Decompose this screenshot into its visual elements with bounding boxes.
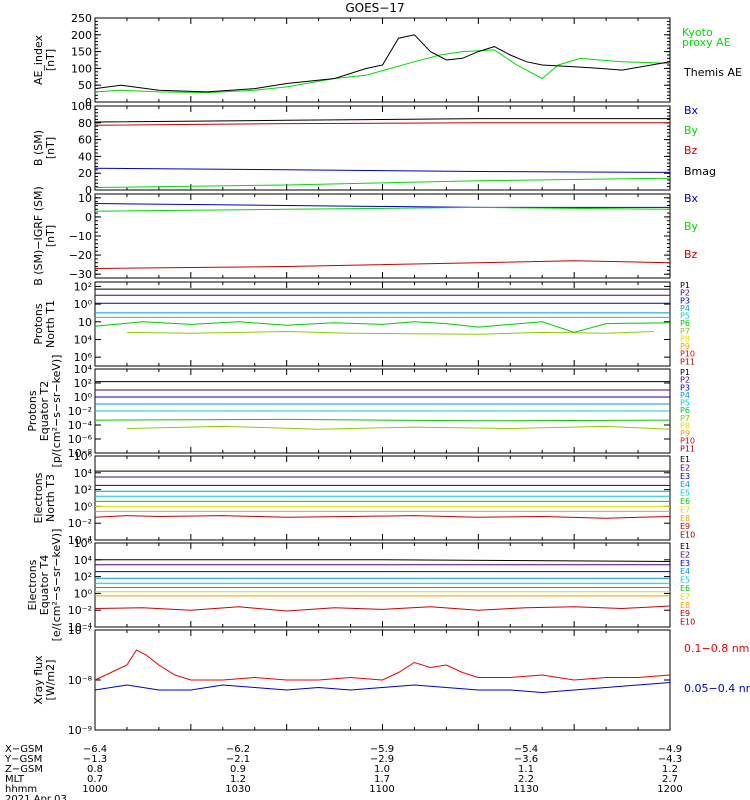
series-line: [95, 50, 670, 93]
legend-entry: 0.1−0.8 nm: [684, 642, 749, 655]
y-tick-label: 10⁲: [78, 316, 92, 329]
y-tick-label: 40: [78, 150, 92, 163]
legend-entry: P11: [680, 357, 695, 366]
y-tick-label: 100: [71, 62, 92, 75]
y-tick-label: 10⁴: [74, 363, 93, 376]
y-tick-label: 10⁻²: [68, 604, 92, 617]
legend-entry: Bz: [684, 248, 698, 261]
y-tick-label: −10: [69, 230, 92, 243]
panel-frame: [95, 456, 670, 540]
series-line: [95, 516, 670, 519]
series-line: [95, 606, 670, 611]
y-axis-label: [nT]: [44, 49, 57, 71]
x-row-value: 1200: [657, 784, 682, 795]
panel-protonsN: 10⁶10⁴10⁲10⁰10²Protons North T1P1P2P3P4P5…: [32, 280, 695, 366]
y-tick-label: 10⁴: [74, 467, 93, 480]
y-tick-label: −30: [69, 268, 92, 281]
panel-electronsN: 10⁻⁴10⁻²10⁰10²10⁴10⁶Electrons North T3E1E…: [32, 450, 695, 547]
y-tick-label: 250: [71, 12, 92, 25]
y-tick-label: 80: [78, 117, 92, 130]
series-line: [95, 207, 670, 211]
panel-xray: 10⁻⁹ 10⁻⁸ 10⁻⁷ Xray flux [W/m2] 0.1−0.8 nm 0.0…: [32, 624, 750, 737]
legend-entry: E10: [680, 618, 695, 627]
series-line: [95, 650, 670, 680]
panel-frame: [95, 543, 670, 627]
panel-protonsE: 10⁻⁸10⁻⁶10⁻⁴10⁻²10⁰10²10⁴ Protons Equator …: [26, 355, 695, 468]
x-row-value: 1130: [513, 784, 538, 795]
y-tick-label: 50: [78, 79, 92, 92]
y-axis-label: [p/(cm²−s−sr−keV)]: [50, 355, 63, 468]
legend-entry: By: [684, 220, 699, 233]
y-tick-label: 20: [78, 167, 92, 180]
series-line: [95, 322, 670, 333]
y-axis-label: North T3: [44, 474, 57, 522]
y-tick-label: 100: [71, 100, 92, 113]
legend-entry: Bx: [684, 104, 699, 117]
y-tick-label: 10⁻²: [68, 517, 92, 530]
legend-entry: P11: [680, 444, 695, 453]
plot-date: 2021 Apr 03: [5, 794, 67, 800]
y-tick-label: 10⁴: [74, 554, 93, 567]
y-tick-label: 10⁻⁴: [68, 419, 93, 432]
series-line: [95, 419, 670, 420]
y-tick-label: 10⁻⁶: [68, 433, 93, 446]
legend-entry: Bmag: [684, 165, 716, 178]
y-tick-label: 10²: [74, 484, 92, 497]
plot-title: GOES−17: [345, 1, 404, 15]
series-line: [95, 560, 670, 562]
series-line: [95, 261, 670, 269]
y-tick-label: 10²: [74, 377, 92, 390]
y-tick-label: 10²: [74, 571, 92, 584]
series-line: [95, 204, 670, 208]
y-tick-label: 10⁰: [74, 391, 93, 404]
x-row-value: 1100: [369, 784, 394, 795]
y-tick-label: 10⁶: [74, 537, 93, 550]
y-tick-label: 150: [71, 46, 92, 59]
legend-entry: Bz: [684, 144, 698, 157]
y-axis-label: North T1: [44, 300, 57, 348]
y-tick-label: 10⁻⁷: [68, 624, 92, 637]
x-row-value: 1000: [82, 784, 107, 795]
y-tick-label: 60: [78, 134, 92, 147]
legend-entry: E10: [680, 531, 695, 540]
panel-ae: 050100150200250AE_index [nT]Kyotoproxy AE…: [32, 12, 742, 109]
y-axis-label: [nT]: [44, 137, 57, 159]
y-tick-label: 10⁴: [74, 333, 93, 346]
legend-entry: 0.05−0.4 nm: [684, 682, 750, 695]
y-tick-label: −20: [69, 249, 92, 262]
y-tick-label: 10⁶: [74, 450, 93, 463]
panel-bsm: 020406080100B (SM) [nT]BxByBzBmag: [32, 100, 716, 197]
y-axis-label: [e/(cm²−s−sr−keV)]: [50, 529, 63, 642]
legend-entry: By: [684, 124, 699, 137]
y-tick-label: 10⁰: [74, 298, 93, 311]
y-tick-label: 10⁻⁸: [68, 674, 93, 687]
series-line: [95, 123, 670, 126]
y-axis-label: [W/m2]: [44, 660, 57, 701]
series-line: [95, 119, 670, 122]
y-tick-label: 10: [78, 192, 92, 205]
y-tick-label: 10⁻⁹: [68, 724, 92, 737]
x-row-value: 1030: [225, 784, 250, 795]
series-line: [127, 426, 670, 429]
y-tick-label: 200: [71, 29, 92, 42]
legend-entry: Themis AE: [683, 66, 742, 79]
series-line: [95, 683, 670, 693]
legend-entry: Bx: [684, 192, 699, 205]
panel-frame: [95, 18, 670, 102]
series-line: [95, 35, 670, 92]
y-tick-label: 10⁰: [74, 587, 93, 600]
y-axis-label: [nT]: [44, 225, 57, 247]
y-tick-label: 0: [85, 211, 92, 224]
series-line: [95, 168, 670, 172]
y-tick-label: 10²: [74, 280, 92, 293]
panel-electronsE: 10⁻⁴10⁻²10⁰10²10⁴10⁶Electrons Equator T4[…: [26, 529, 695, 642]
y-tick-label: 10⁰: [74, 500, 93, 513]
panel-bigrf: −30−20−10010B (SM)−IGRF (SM) [nT]BxByBz: [32, 186, 699, 286]
y-tick-label: 10⁻²: [68, 405, 92, 418]
legend-entry: proxy AE: [682, 36, 731, 49]
